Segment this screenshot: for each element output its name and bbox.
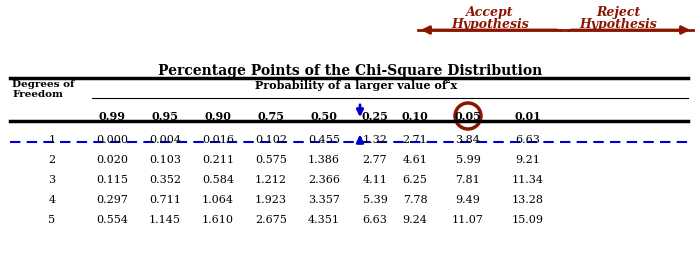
Text: 6.63: 6.63 (363, 215, 387, 225)
Text: 0.211: 0.211 (202, 155, 234, 165)
Text: 0.99: 0.99 (99, 111, 125, 122)
Text: 5.39: 5.39 (363, 195, 387, 205)
Text: 7.81: 7.81 (456, 175, 480, 185)
Text: 0.90: 0.90 (204, 111, 232, 122)
Text: Probability of a larger value of x: Probability of a larger value of x (256, 80, 458, 91)
Text: Freedom: Freedom (12, 90, 63, 99)
Text: 1.923: 1.923 (255, 195, 287, 205)
Text: 1: 1 (48, 135, 55, 145)
Text: Accept: Accept (466, 6, 514, 19)
Text: 0.25: 0.25 (362, 111, 389, 122)
Text: 11.34: 11.34 (512, 175, 544, 185)
Text: 13.28: 13.28 (512, 195, 544, 205)
Text: 0.020: 0.020 (96, 155, 128, 165)
Text: Reject: Reject (596, 6, 640, 19)
Text: 9.21: 9.21 (516, 155, 540, 165)
Text: 0.004: 0.004 (149, 135, 181, 145)
Text: 1.145: 1.145 (149, 215, 181, 225)
Text: 5: 5 (48, 215, 55, 225)
Text: 0.016: 0.016 (202, 135, 234, 145)
Text: 2.71: 2.71 (402, 135, 428, 145)
Text: 2: 2 (48, 155, 55, 165)
Text: 0.103: 0.103 (149, 155, 181, 165)
Text: 2.366: 2.366 (308, 175, 340, 185)
Text: 0.352: 0.352 (149, 175, 181, 185)
Text: 0.297: 0.297 (96, 195, 128, 205)
Text: 0.711: 0.711 (149, 195, 181, 205)
Text: 5.99: 5.99 (456, 155, 480, 165)
Text: 3: 3 (48, 175, 55, 185)
Text: 2.77: 2.77 (363, 155, 387, 165)
Text: 0.584: 0.584 (202, 175, 234, 185)
Text: 4.11: 4.11 (363, 175, 387, 185)
Text: 0.000: 0.000 (96, 135, 128, 145)
Text: 6.25: 6.25 (402, 175, 428, 185)
Text: 6.63: 6.63 (516, 135, 540, 145)
Text: 0.115: 0.115 (96, 175, 128, 185)
Text: Percentage Points of the Chi-Square Distribution: Percentage Points of the Chi-Square Dist… (158, 64, 542, 78)
Text: 11.07: 11.07 (452, 215, 484, 225)
Text: 0.05: 0.05 (454, 111, 482, 122)
Text: 9.49: 9.49 (456, 195, 480, 205)
Text: 3.357: 3.357 (308, 195, 340, 205)
Text: 0.455: 0.455 (308, 135, 340, 145)
Text: 0.95: 0.95 (151, 111, 178, 122)
Text: 4.61: 4.61 (402, 155, 428, 165)
Text: 9.24: 9.24 (402, 215, 428, 225)
Text: 0.10: 0.10 (402, 111, 428, 122)
Text: Hypothesis: Hypothesis (451, 18, 529, 31)
Text: 7.78: 7.78 (402, 195, 427, 205)
Text: 0.575: 0.575 (255, 155, 287, 165)
Text: 1.610: 1.610 (202, 215, 234, 225)
Text: 4.351: 4.351 (308, 215, 340, 225)
Text: Degrees of: Degrees of (12, 80, 74, 89)
Text: 1.32: 1.32 (363, 135, 387, 145)
Text: 1.386: 1.386 (308, 155, 340, 165)
Text: Hypothesis: Hypothesis (579, 18, 657, 31)
Text: 0.554: 0.554 (96, 215, 128, 225)
Text: 0.01: 0.01 (514, 111, 541, 122)
Text: 4: 4 (48, 195, 55, 205)
Text: 2.675: 2.675 (255, 215, 287, 225)
Text: 1.212: 1.212 (255, 175, 287, 185)
Text: 0.102: 0.102 (255, 135, 287, 145)
Text: 0.75: 0.75 (258, 111, 284, 122)
Text: 15.09: 15.09 (512, 215, 544, 225)
Text: 3.84: 3.84 (456, 135, 480, 145)
Text: 0.50: 0.50 (311, 111, 337, 122)
Text: 1.064: 1.064 (202, 195, 234, 205)
Text: 2: 2 (444, 77, 450, 85)
